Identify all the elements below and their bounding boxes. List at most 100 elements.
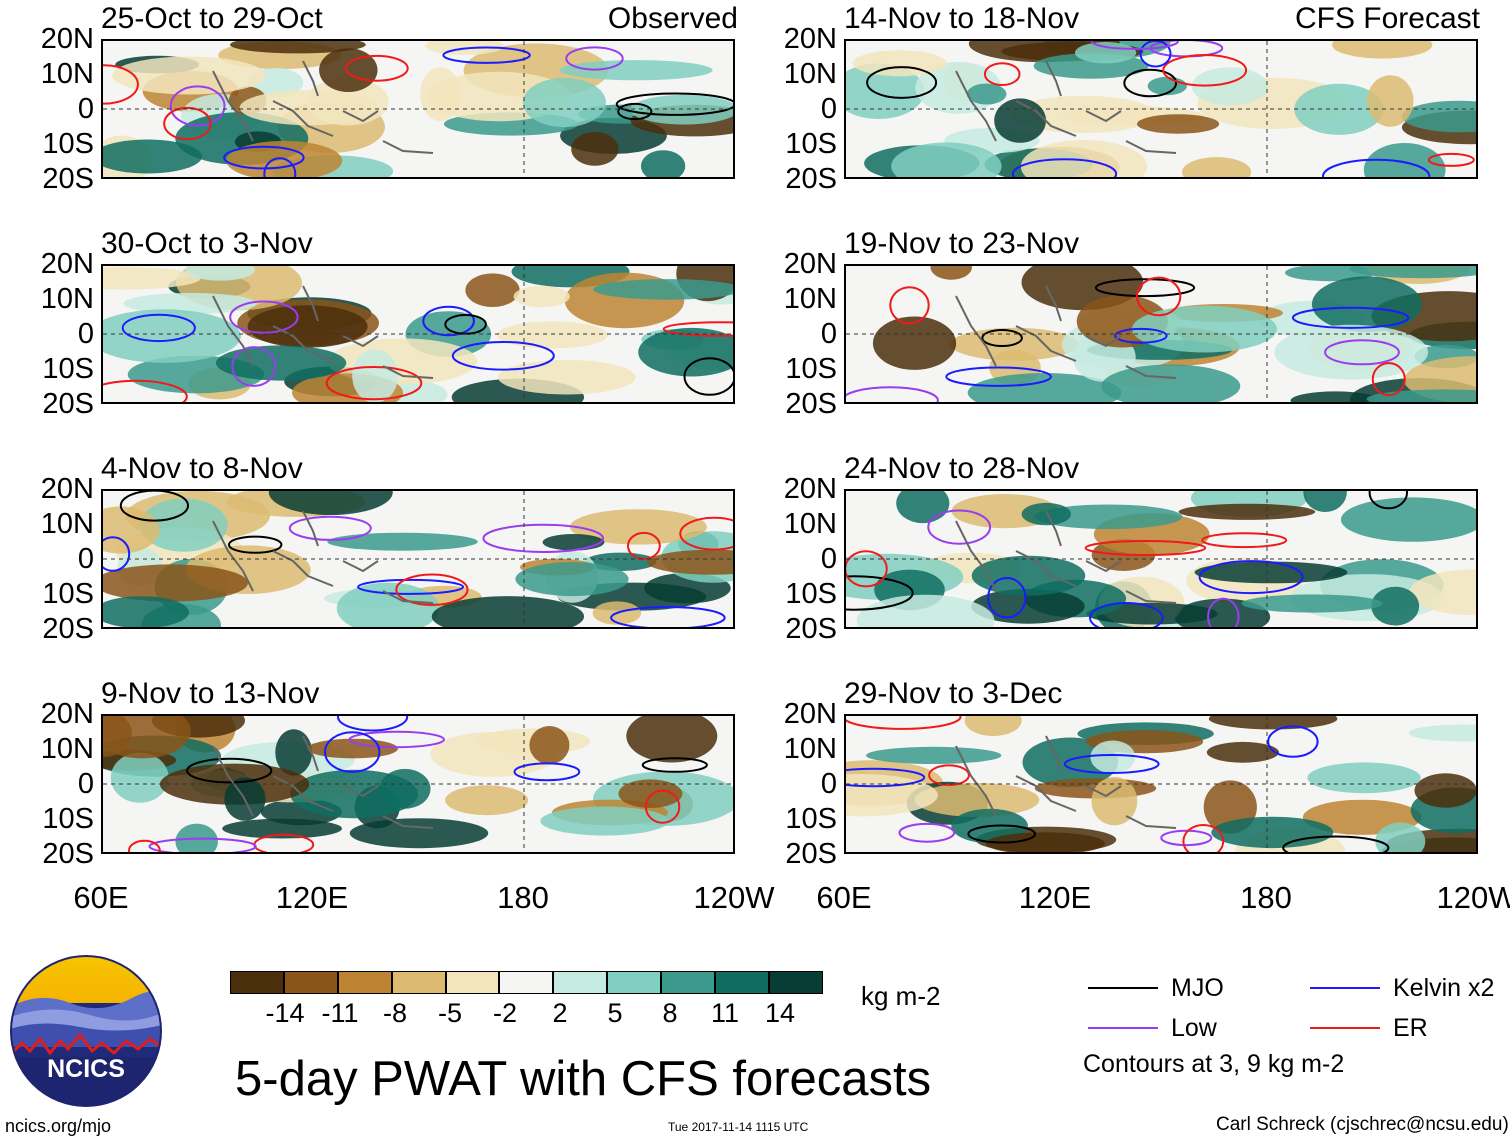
observed-map [101, 714, 735, 854]
observed-panel-title: 30-Oct to 3-Nov [101, 227, 313, 260]
lat-label: 0 [820, 318, 837, 350]
lat-label: 20S [785, 838, 837, 870]
colorbar-tick: -11 [321, 998, 359, 1028]
legend-er-line [1310, 1027, 1380, 1029]
legend-mjo: MJO [1088, 973, 1224, 1003]
lat-label: 0 [77, 543, 94, 575]
legend-low: Low [1088, 1013, 1217, 1043]
lat-label: 10N [783, 58, 837, 90]
colorbar-swatch [553, 971, 608, 994]
lat-label: 10N [783, 508, 837, 540]
forecast-map [844, 264, 1478, 404]
lon-label: 180 [1240, 880, 1292, 915]
colorbar-swatch [607, 971, 662, 994]
forecast-panel-title: 29-Nov to 3-Dec [844, 677, 1063, 710]
lat-label: 0 [77, 768, 94, 800]
colorbar-tick: -2 [492, 998, 517, 1028]
observed-map [101, 489, 735, 629]
lat-label: 20N [40, 698, 94, 730]
colorbar-ticks: -14 -11 -8 -5 -2 2 5 8 11 14 [230, 996, 836, 1030]
footer-author: Carl Schreck (cjschrec@ncsu.edu) [1216, 1114, 1509, 1135]
lat-label: 20N [40, 473, 94, 505]
lat-label: 20S [42, 163, 94, 195]
forecast-map [844, 489, 1478, 629]
lat-label: 10S [785, 353, 837, 385]
legend-kelvin-label: Kelvin x2 [1393, 973, 1495, 1002]
lon-label: 120W [1436, 880, 1510, 915]
colorbar-tick: -14 [265, 998, 305, 1028]
lat-label: 20S [42, 613, 94, 645]
colorbar-tick: 11 [710, 998, 740, 1028]
lon-label: 60E [816, 880, 872, 915]
legend-low-line [1088, 1027, 1158, 1029]
lat-label: 20N [783, 248, 837, 280]
main-title: 5-day PWAT with CFS forecasts [235, 1052, 932, 1106]
lat-label: 20N [40, 248, 94, 280]
colorbar-swatch [283, 971, 338, 994]
legend-er: ER [1310, 1013, 1428, 1043]
colorbar-tick: -5 [437, 998, 462, 1028]
lat-label: 0 [77, 318, 94, 350]
lat-label: 10S [785, 128, 837, 160]
colorbar-swatch [499, 971, 554, 994]
lat-label: 10N [40, 508, 94, 540]
lon-label: 120E [1018, 880, 1092, 915]
forecast-panel-title: 14-Nov to 18-Nov [844, 2, 1080, 35]
forecast-panel-title: 24-Nov to 28-Nov [844, 452, 1080, 485]
footer-timestamp: Tue 2017-11-14 1115 UTC [668, 1120, 809, 1134]
lat-label: 0 [820, 543, 837, 575]
lat-label: 10S [42, 353, 94, 385]
colorbar-swatch [768, 971, 823, 994]
lat-label: 10N [40, 58, 94, 90]
colorbar-tick: 14 [764, 998, 796, 1028]
lat-label: 20N [40, 23, 94, 55]
footer-url[interactable]: ncics.org/mjo [5, 1116, 112, 1136]
lat-label: 10N [40, 283, 94, 315]
lat-label: 20N [783, 698, 837, 730]
colorbar-tick: 5 [607, 998, 623, 1028]
colorbar-swatch [391, 971, 446, 994]
forecast-map [844, 714, 1478, 854]
lat-label: 20S [42, 838, 94, 870]
lat-label: 20N [783, 23, 837, 55]
observed-map [101, 264, 735, 404]
lat-label: 10S [785, 578, 837, 610]
lat-label: 0 [820, 93, 837, 125]
lat-label: 10N [783, 283, 837, 315]
lat-label: 10S [42, 128, 94, 160]
lat-label: 0 [820, 768, 837, 800]
legend-kelvin: Kelvin x2 [1310, 973, 1494, 1003]
colorbar-tick: -8 [382, 998, 407, 1028]
lat-label: 10N [40, 733, 94, 765]
observed-panel-title: 25-Oct to 29-Oct [101, 2, 323, 35]
lon-label: 60E [73, 880, 129, 915]
ncics-logo: NCICS [10, 955, 162, 1107]
lat-label: 20S [785, 613, 837, 645]
logo-text: NCICS [47, 1055, 125, 1083]
lat-label: 10S [42, 578, 94, 610]
legend-mjo-label: MJO [1171, 973, 1224, 1002]
colorbar-tick: 2 [552, 998, 568, 1028]
lat-label: 20S [42, 388, 94, 420]
colorbar-swatch [715, 971, 769, 994]
colorbar-swatch [445, 971, 500, 994]
observed-panel-title: 9-Nov to 13-Nov [101, 677, 320, 710]
observed-map [101, 39, 735, 179]
legend-er-label: ER [1393, 1013, 1428, 1042]
lat-label: 20N [783, 473, 837, 505]
colorbar [230, 971, 823, 994]
colorbar-units: kg m-2 [861, 981, 941, 1011]
lat-label: 10S [785, 803, 837, 835]
lat-label: 20S [785, 163, 837, 195]
lat-label: 20S [785, 388, 837, 420]
lat-label: 10S [42, 803, 94, 835]
observed-panel-title: 4-Nov to 8-Nov [101, 452, 303, 485]
legend-kelvin-line [1310, 987, 1380, 989]
colorbar-swatch [230, 971, 284, 994]
legend-low-label: Low [1171, 1013, 1217, 1042]
lat-label: 10N [783, 733, 837, 765]
lat-label: 0 [77, 93, 94, 125]
forecast-label: CFS Forecast [1294, 2, 1480, 35]
forecast-panel-title: 19-Nov to 23-Nov [844, 227, 1080, 260]
colorbar-tick: 8 [662, 998, 678, 1028]
